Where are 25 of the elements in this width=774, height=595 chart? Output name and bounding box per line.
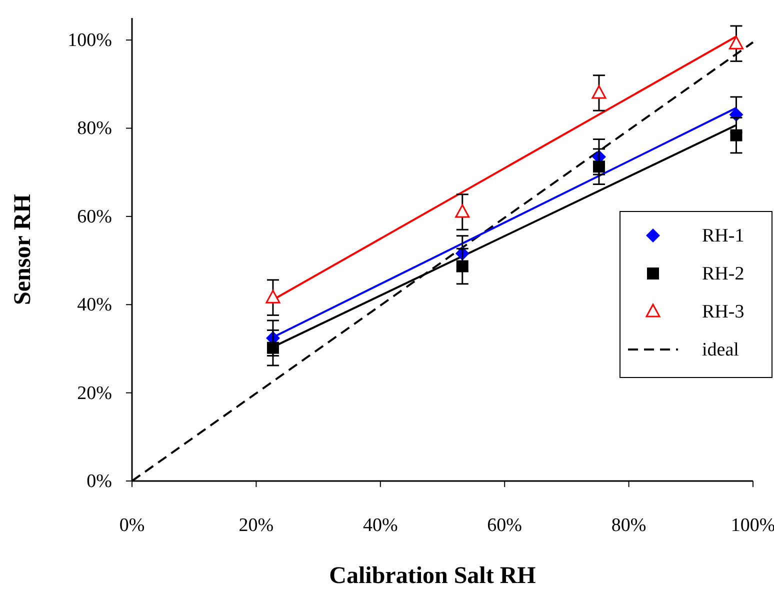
x-tick-label: 0% <box>119 515 145 536</box>
legend-label: RH-1 <box>702 226 744 246</box>
point <box>266 290 280 304</box>
y-tick-label: 80% <box>77 118 112 140</box>
x-tick-label: 60% <box>487 515 522 536</box>
y-axis-title: Sensor RH <box>10 194 36 305</box>
y-tick-label: 0% <box>86 471 112 492</box>
point <box>456 260 468 272</box>
y-tick-label: 40% <box>77 294 112 316</box>
point <box>592 160 605 173</box>
point <box>730 129 742 142</box>
point <box>592 85 606 99</box>
point <box>728 36 744 50</box>
legend-label: ideal <box>702 340 739 360</box>
y-tick-label: 20% <box>77 382 112 404</box>
x-tick-label: 80% <box>611 515 646 536</box>
y-tick-label: 100% <box>68 30 112 52</box>
x-tick-label: 20% <box>238 515 274 536</box>
legend-label: RH-3 <box>702 302 744 322</box>
legend-label: RH-2 <box>702 264 744 284</box>
x-axis-title: Calibration Salt RH <box>329 563 536 589</box>
point <box>455 204 470 218</box>
x-tick-label: 40% <box>362 515 398 536</box>
point <box>266 342 279 354</box>
y-tick-label: 60% <box>77 206 112 228</box>
